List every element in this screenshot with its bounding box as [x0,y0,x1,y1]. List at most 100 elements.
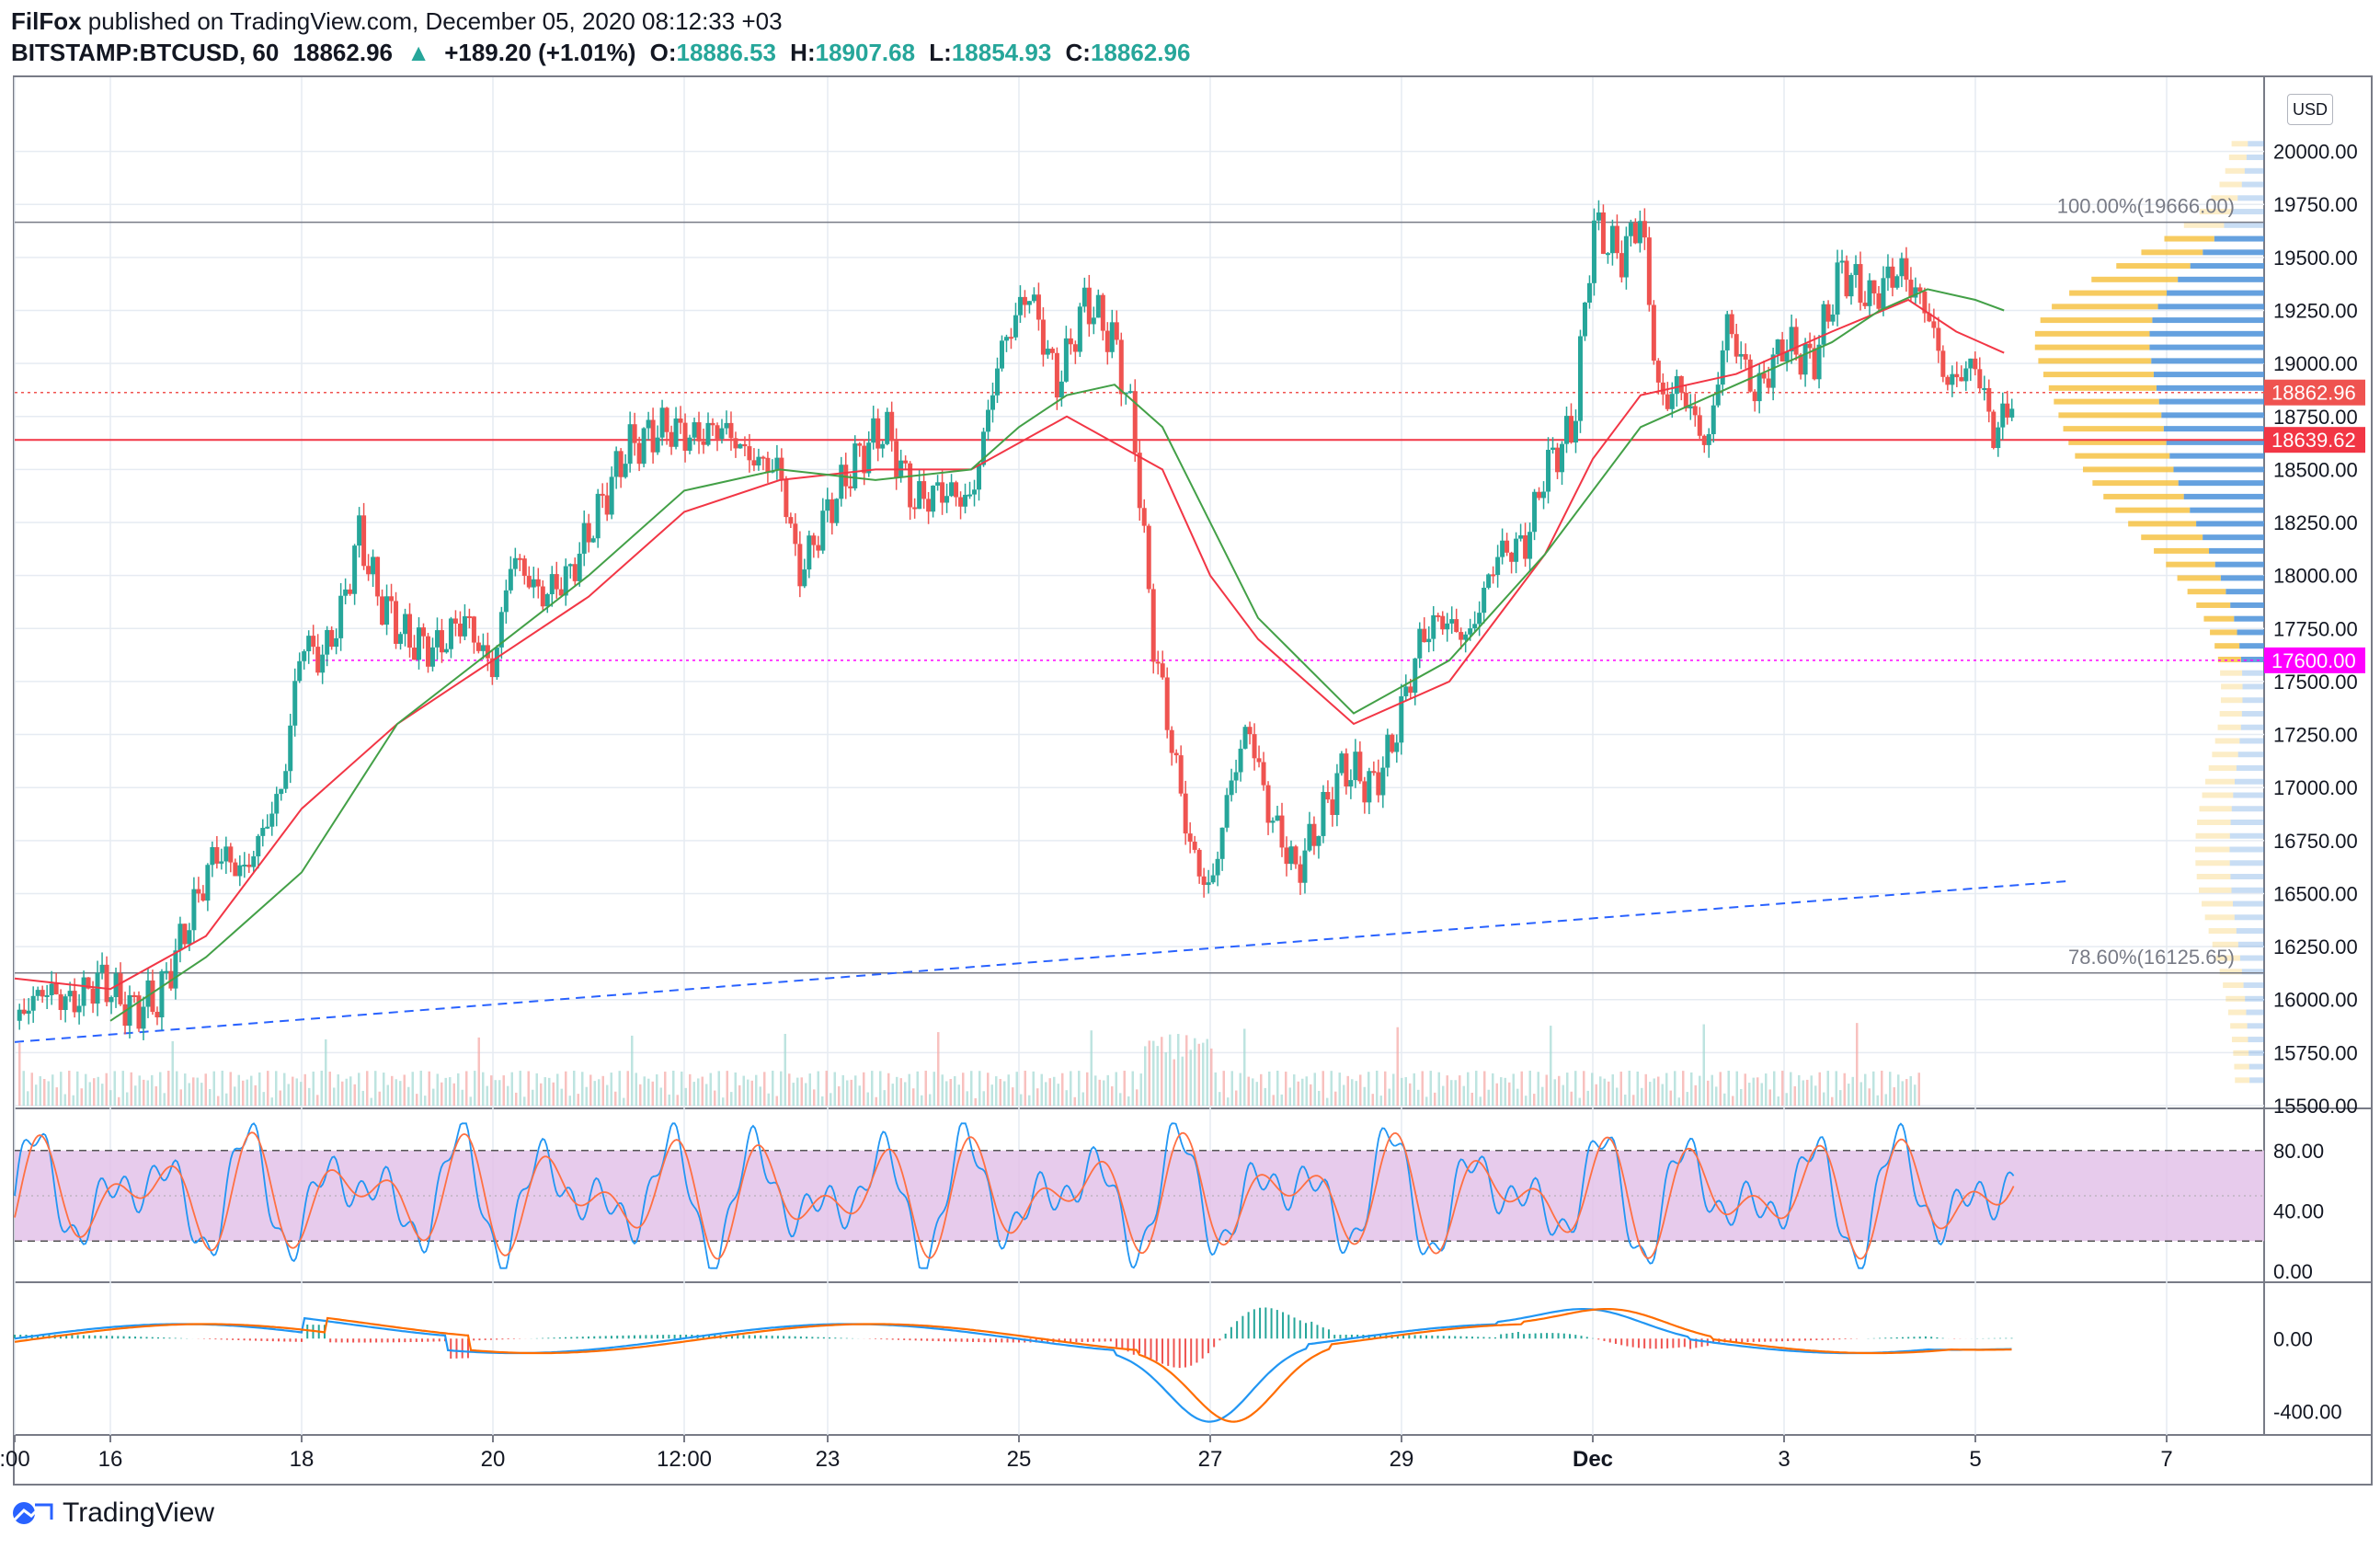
volume-bar [1442,1085,1445,1106]
candle-body [981,431,987,465]
volume-bar [200,1083,203,1106]
volume-bar [1723,1093,1726,1106]
candle-body [1568,416,1573,443]
volume-bar [1346,1075,1349,1106]
volume-bar [684,1087,687,1106]
candle-body [1045,349,1050,355]
candle-body [485,645,490,659]
open-value: 18886.53 [676,39,776,66]
volume-bar [1735,1071,1738,1106]
candle-body [1238,748,1243,773]
volume-bar [39,1076,41,1106]
volume-bar [556,1073,559,1106]
volume-bar [292,1076,294,1106]
volume-bar [1707,1080,1710,1106]
volume-bar [659,1087,662,1106]
volume-bar [846,1080,849,1106]
symbol: BITSTAMP:BTCUSD, 60 [11,39,280,66]
candle-body [251,855,257,867]
chart-frame [13,75,2373,1486]
candle-body [1697,415,1702,436]
volume-bar [1603,1078,1606,1106]
volume-bar [717,1071,720,1106]
candle-body [623,464,628,477]
candle-body [600,493,605,496]
candle-body [1747,359,1753,392]
volume-profile-up-bar [2231,209,2264,215]
volume-bar [982,1091,985,1106]
volume-bar [1169,1034,1172,1106]
volume-bar [63,1094,66,1106]
price-tick-label: 16250.00 [2273,935,2358,958]
volume-profile-up-bar [2178,480,2264,487]
volume-profile-up-bar [2248,1050,2264,1056]
candle-body [1720,350,1725,385]
volume-bar [1917,1073,1920,1106]
author-name[interactable]: FilFox [11,7,82,35]
candle-body [1532,491,1538,533]
price-label-bg [2264,379,2365,406]
candle-body [719,428,725,440]
volume-bar [1657,1076,1660,1106]
candle-body [1862,303,1868,306]
volume-bar [755,1074,758,1106]
candle-body [540,586,545,607]
candle-body [1798,354,1803,375]
publish-text: published on TradingView.com, December 0… [87,7,783,35]
volume-bar [370,1097,372,1106]
volume-bar [270,1097,273,1106]
volume-bar [672,1071,675,1106]
candle-body [1986,387,1992,412]
volume-bar [1197,1043,1200,1106]
volume-bar [614,1091,617,1106]
candle-body [233,862,238,877]
volume-bar [1070,1071,1072,1106]
volume-bar [668,1094,670,1106]
time-tick-label: 25 [1007,1447,1032,1472]
candle-body [1091,317,1096,325]
volume-bar [1781,1071,1784,1106]
volume-profile-down-bar [2183,222,2225,228]
volume-profile-down-bar [2115,507,2191,513]
volume-profile-down-bar [2214,738,2240,744]
volume-bar [1752,1077,1755,1106]
candle-body [412,648,418,660]
volume-bar [1090,1030,1093,1106]
candle-body [1560,443,1565,473]
volume-profile-up-bar [2230,602,2264,608]
candle-body [380,596,385,625]
candle-body [1743,353,1748,360]
price-tick-label: 19750.00 [2273,193,2358,216]
volume-profile-down-bar [2052,304,2158,310]
volume-bar [204,1073,207,1106]
candle-body [1784,351,1790,362]
candle-body [1577,336,1583,421]
candle-body [348,589,353,594]
volume-bar [1777,1096,1779,1106]
volume-bar [507,1085,509,1106]
volume-profile-down-bar [2116,263,2191,270]
volume-bar [676,1095,679,1106]
volume-profile-down-bar [2048,384,2157,391]
candle-body [1651,304,1656,361]
candle-body [632,424,637,443]
volume-bar [55,1087,58,1106]
volume-bar [949,1079,952,1106]
candle-body [1853,264,1859,275]
volume-bar [1351,1079,1354,1106]
volume-bar [444,1077,447,1106]
candle-body [1564,416,1570,444]
candle-body [297,660,303,682]
candle-body [269,813,275,827]
candle-body [650,419,656,453]
candle-body [288,725,293,772]
volume-bar [262,1092,265,1106]
volume-bar [1818,1072,1821,1106]
volume-bar [126,1092,129,1106]
candle-body [1802,343,1808,375]
candle-body [1279,815,1285,848]
volume-bar [303,1073,306,1106]
time-tick-label: 29 [1390,1447,1414,1472]
currency-badge[interactable]: USD [2287,94,2333,125]
